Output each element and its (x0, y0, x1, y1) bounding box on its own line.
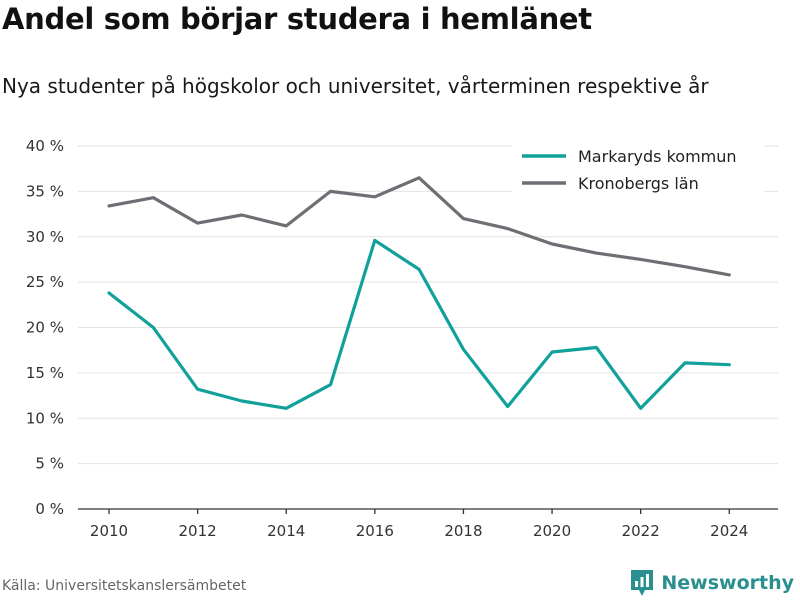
x-tick-label: 2014 (267, 522, 305, 540)
x-tick-label: 2022 (622, 522, 660, 540)
newsworthy-logo-icon (631, 570, 654, 596)
x-tick-label: 2016 (356, 522, 394, 540)
y-tick-label: 30 % (26, 228, 64, 246)
series-lines (107, 176, 731, 410)
x-tick-label: 2024 (710, 522, 748, 540)
series-line-markaryd[interactable] (107, 238, 731, 410)
y-tick-label: 5 % (35, 455, 64, 473)
axes: 0 % 5 % 10 % 15 % 20 % 25 % 30 % 35 % 40 % 2010 20… (26, 137, 778, 540)
x-tick-label: 2010 (90, 522, 128, 540)
y-tick-label: 10 % (26, 409, 64, 427)
chart-title: Andel som börjar studera i hemlänet (2, 2, 592, 36)
brand-name: Newsworthy (661, 572, 794, 594)
brand-logo[interactable]: Newsworthy (629, 568, 794, 598)
series-line-kronoberg[interactable] (107, 176, 731, 277)
y-tick-label: 25 % (26, 273, 64, 291)
legend: Markaryds kommun Kronobergs län (512, 141, 764, 198)
y-tick-label: 20 % (26, 319, 64, 337)
legend-label: Kronobergs län (578, 174, 699, 193)
legend-background (512, 141, 764, 198)
source-note: Källa: Universitetskanslersämbetet (2, 578, 247, 594)
x-tick-label: 2020 (533, 522, 571, 540)
y-tick-label: 15 % (26, 364, 64, 382)
y-tick-label: 0 % (35, 500, 64, 518)
y-tick-label: 40 % (26, 137, 64, 155)
chart-subtitle: Nya studenter på högskolor och universit… (2, 74, 709, 98)
y-tick-label: 35 % (26, 182, 64, 200)
x-tick-label: 2018 (444, 522, 482, 540)
legend-label: Markaryds kommun (578, 147, 737, 166)
x-tick-label: 2012 (179, 522, 217, 540)
